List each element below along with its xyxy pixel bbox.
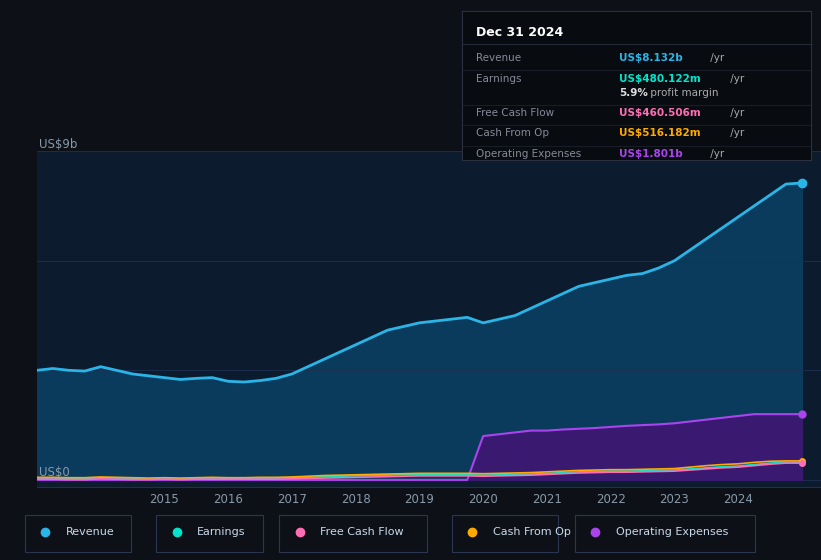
Text: Cash From Op: Cash From Op	[476, 128, 549, 138]
Text: 5.9%: 5.9%	[619, 88, 648, 99]
Text: Earnings: Earnings	[476, 73, 521, 83]
Text: Free Cash Flow: Free Cash Flow	[476, 108, 554, 118]
Text: /yr: /yr	[727, 108, 744, 118]
Text: Operating Expenses: Operating Expenses	[476, 149, 581, 159]
Text: /yr: /yr	[727, 73, 744, 83]
Text: US$1.801b: US$1.801b	[619, 149, 683, 159]
Text: Revenue: Revenue	[66, 527, 114, 537]
Text: Cash From Op: Cash From Op	[493, 527, 571, 537]
Text: Dec 31 2024: Dec 31 2024	[476, 26, 563, 39]
Text: US$0: US$0	[39, 466, 70, 479]
Text: Free Cash Flow: Free Cash Flow	[320, 527, 404, 537]
Text: /yr: /yr	[707, 149, 724, 159]
Text: US$8.132b: US$8.132b	[619, 53, 683, 63]
Text: US$480.122m: US$480.122m	[619, 73, 701, 83]
Text: /yr: /yr	[707, 53, 724, 63]
Text: US$516.182m: US$516.182m	[619, 128, 701, 138]
Text: profit margin: profit margin	[647, 88, 718, 99]
Text: Revenue: Revenue	[476, 53, 521, 63]
Text: US$9b: US$9b	[39, 138, 78, 151]
Text: Earnings: Earnings	[197, 527, 245, 537]
Text: /yr: /yr	[727, 128, 744, 138]
Text: Operating Expenses: Operating Expenses	[616, 527, 728, 537]
Text: US$460.506m: US$460.506m	[619, 108, 701, 118]
